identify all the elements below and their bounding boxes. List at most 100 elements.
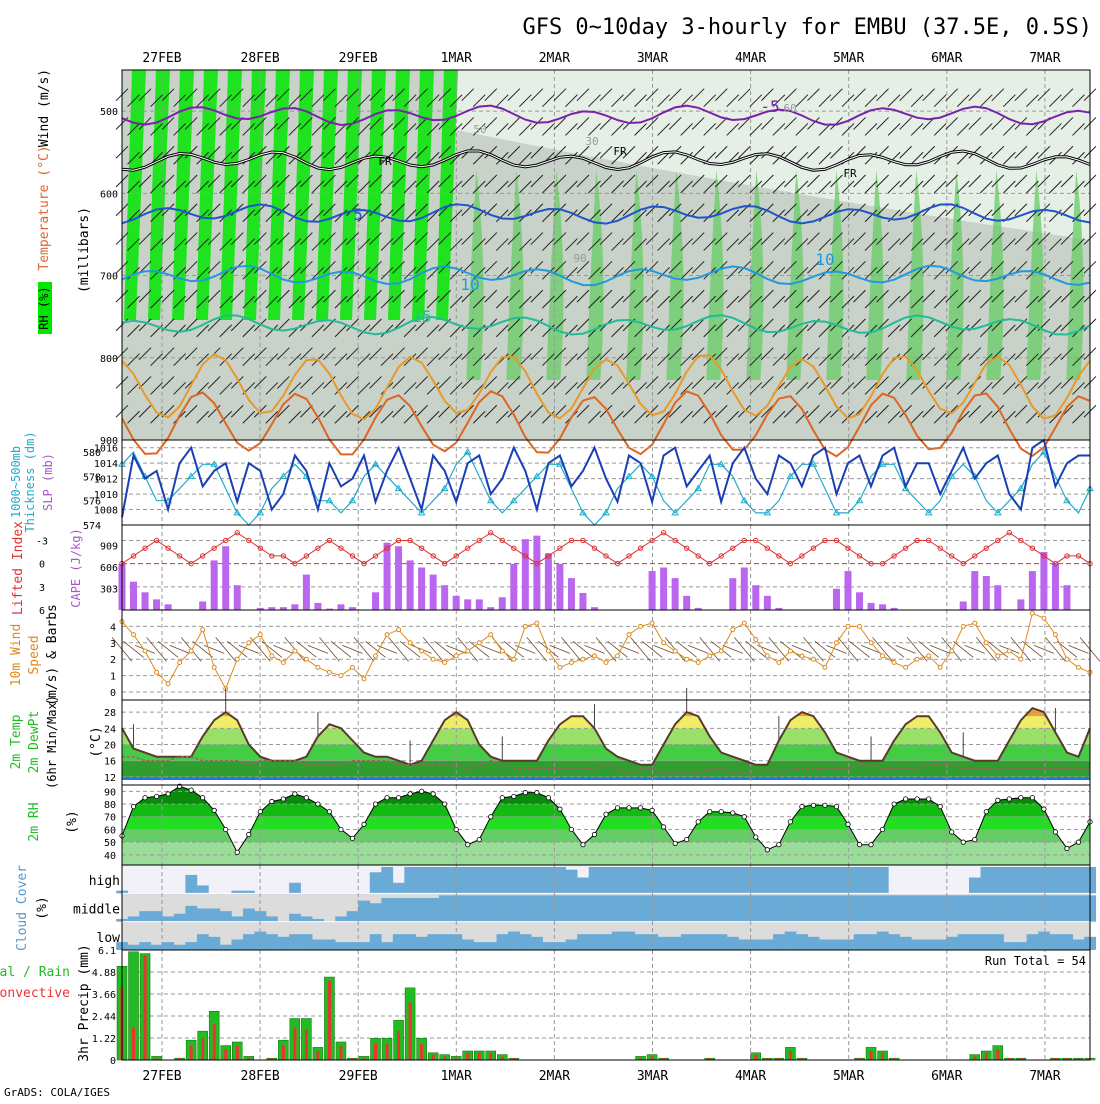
- wind-barb: [265, 295, 279, 309]
- wind-barb: [876, 260, 889, 274]
- wind-barb: [449, 180, 463, 194]
- cloud-bar-middle: [577, 895, 590, 922]
- wind-speed-marker: [257, 632, 263, 638]
- surface-wind-barb: [215, 637, 237, 662]
- wind-barb: [369, 88, 382, 102]
- wind-barb: [1026, 382, 1039, 395]
- li-marker: [822, 537, 828, 544]
- wind-barb: [565, 324, 578, 338]
- cape-bar: [302, 574, 310, 610]
- surface-wind-barb: [653, 644, 674, 654]
- rh2m-marker: [257, 809, 263, 815]
- wind-barb: [300, 88, 313, 102]
- wind-barb: [184, 232, 198, 245]
- cloud-bar-high: [231, 890, 244, 894]
- wind-speed-marker: [661, 640, 667, 646]
- wind-barb: [323, 347, 336, 361]
- cloud-bar-middle: [531, 895, 543, 922]
- rh2m-marker: [637, 805, 644, 811]
- wind-barb: [784, 289, 797, 303]
- wind-speed-marker: [488, 632, 494, 638]
- rh2m-marker: [1064, 845, 1070, 852]
- wind-barb: [714, 88, 728, 102]
- rh2m-marker: [891, 801, 897, 807]
- cloud-bar-middle: [127, 916, 140, 922]
- wind-barb: [910, 94, 924, 108]
- wind-barb: [599, 145, 613, 159]
- wind-barb: [530, 174, 544, 188]
- wind-barb: [323, 203, 336, 217]
- wind-barb: [196, 382, 210, 395]
- wind-barb: [691, 117, 705, 130]
- precip-conv-bar: [892, 1058, 896, 1060]
- wind-barb: [910, 238, 924, 251]
- thickness-marker: [993, 508, 1002, 516]
- wind-speed-marker: [753, 637, 759, 643]
- wind-barb: [346, 174, 359, 188]
- thickness-tick-label: 574: [83, 521, 101, 532]
- surface-wind-barb: [849, 641, 870, 658]
- rh2m-tick-label: 50: [104, 838, 116, 849]
- wind-barb: [138, 88, 152, 102]
- wind-barb: [426, 353, 440, 367]
- wind-barb: [807, 376, 820, 389]
- surface-wind-barb: [745, 641, 767, 658]
- wind-speed-marker: [142, 648, 148, 654]
- surface-wind-barb: [883, 641, 905, 658]
- y-tick-label: 900: [100, 436, 118, 447]
- date-label-top: 6MAR: [931, 51, 962, 66]
- wind-speed-marker: [718, 648, 724, 654]
- surface-wind-barb: [791, 644, 813, 654]
- wind-barb: [334, 353, 348, 367]
- wind-barb: [449, 238, 463, 251]
- cloud-bar-middle: [842, 895, 855, 922]
- cloud-bar-low: [531, 936, 543, 950]
- cloud-bar-high: [519, 867, 532, 894]
- cape-bar: [222, 546, 230, 610]
- ylabel-temp-unit: (°C): [89, 726, 104, 757]
- wind-barb: [968, 347, 982, 361]
- wind-barb: [588, 94, 601, 108]
- surface-wind-barb: [503, 641, 525, 658]
- cloud-bar-low: [323, 939, 336, 950]
- wind-barb: [657, 266, 670, 280]
- cloud-bar-high: [1015, 867, 1027, 894]
- wind-barb: [495, 410, 509, 424]
- wind-barb: [945, 347, 959, 361]
- cloud-bar-low: [992, 934, 1004, 950]
- ylabel-thickness-1: 1000~500mb: [9, 446, 23, 518]
- cloud-bar-low: [473, 942, 486, 950]
- wind-barb: [415, 289, 428, 303]
- cloud-bar-low: [761, 939, 774, 950]
- wind-barb: [553, 174, 567, 188]
- wind-barb: [749, 382, 763, 395]
- cloud-bar-high: [461, 867, 474, 894]
- cloud-bar-low: [519, 934, 532, 950]
- li-marker: [764, 545, 771, 551]
- thickness-marker: [717, 460, 726, 467]
- wind-barb: [242, 410, 256, 424]
- wind-barb: [357, 324, 371, 338]
- wind-barb: [899, 117, 912, 130]
- wind-barb: [737, 232, 751, 245]
- wind-barb: [553, 376, 567, 389]
- rh-plume: [626, 170, 644, 380]
- precip-conv-bar: [454, 1058, 458, 1060]
- wind-barb: [392, 404, 405, 418]
- wind-barb: [207, 232, 221, 245]
- wind-barb: [173, 94, 186, 108]
- cape-bar: [1040, 551, 1048, 610]
- wind-barb: [461, 88, 475, 102]
- cloud-bar-middle: [243, 908, 255, 922]
- wind-tick-label: 1: [110, 672, 116, 683]
- li-marker: [568, 537, 575, 544]
- wind-barb: [484, 347, 498, 361]
- wind-barb: [841, 123, 855, 136]
- wind-barb: [392, 260, 405, 274]
- rh2m-marker: [764, 847, 770, 853]
- wind-barb: [979, 266, 993, 280]
- wind-barb: [703, 123, 717, 136]
- cape-bar: [383, 542, 391, 610]
- wind-barb: [265, 324, 279, 338]
- wind-barb: [795, 324, 809, 338]
